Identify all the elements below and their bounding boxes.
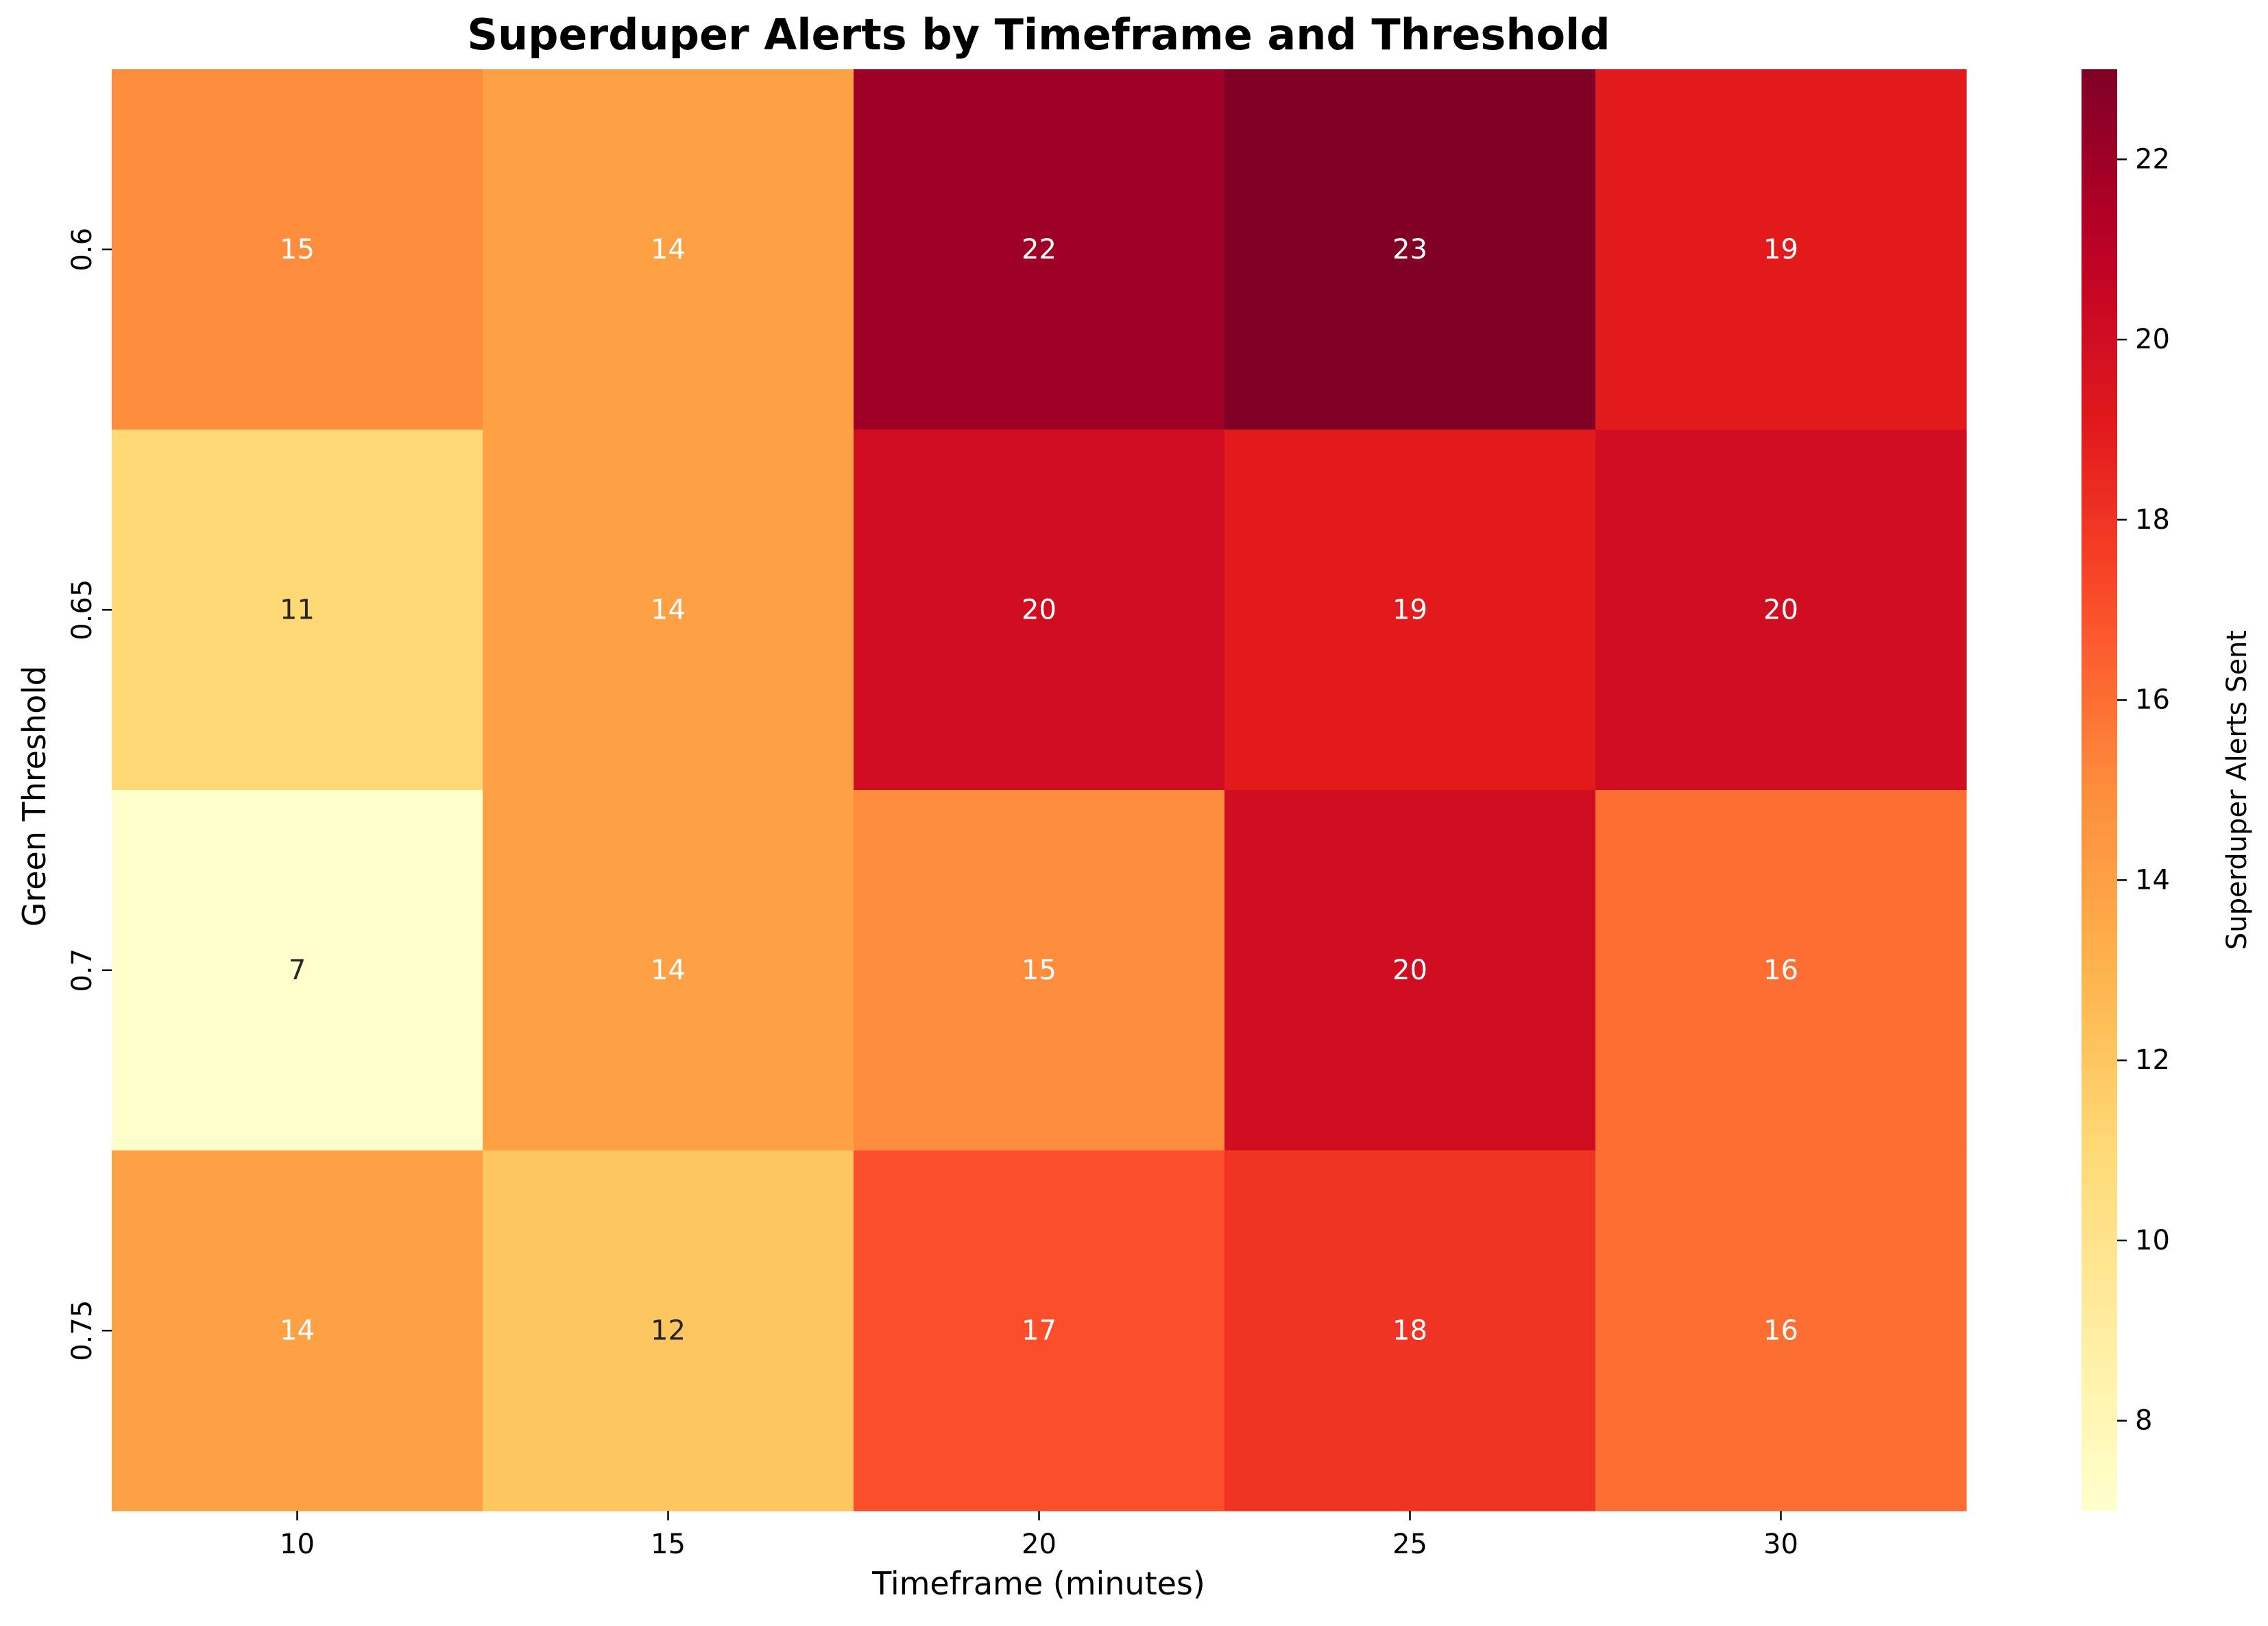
x-tick-label: 10 (280, 1529, 315, 1560)
heatmap-cell (1225, 790, 1596, 1151)
colorbar-ticks: 8 10 12 14 16 18 20 22 (2117, 143, 2170, 1437)
x-tick-label: 15 (651, 1529, 686, 1560)
cell-value-label: 11 (280, 594, 315, 625)
y-axis-label: Green Threshold (16, 666, 53, 927)
colorbar-tick-label: 18 (2135, 504, 2170, 536)
heatmap-cell (1225, 429, 1596, 791)
y-tick-label: 0.65 (67, 579, 98, 641)
heatmap-cell (1225, 1150, 1596, 1511)
chart-title: Superduper Alerts by Timeframe and Thres… (467, 10, 1610, 60)
heatmap-cell (112, 429, 483, 791)
cell-value-label: 14 (280, 1315, 315, 1346)
cell-value-label: 16 (1763, 955, 1798, 986)
x-tick-label: 25 (1392, 1529, 1427, 1560)
colorbar-tick-label: 20 (2135, 324, 2170, 355)
cell-value-label: 20 (1392, 955, 1427, 986)
heatmap-cell (854, 1150, 1225, 1511)
heatmap-cell (854, 429, 1225, 791)
cell-value-label: 15 (1022, 955, 1057, 986)
heatmap-cell (1595, 429, 1967, 791)
colorbar-tick-label: 12 (2135, 1044, 2170, 1076)
heatmap-cell (483, 429, 854, 791)
cell-value-label: 14 (651, 955, 686, 986)
heatmap-cell (854, 790, 1225, 1151)
cell-value-label: 12 (651, 1315, 686, 1346)
heatmap-cell (483, 69, 854, 431)
y-tick-label: 0.7 (67, 948, 98, 992)
cell-value-label: 14 (651, 594, 686, 625)
x-tick-label: 20 (1022, 1529, 1057, 1560)
cell-value-label: 20 (1022, 594, 1057, 625)
heatmap-cell (112, 1150, 483, 1511)
y-tick-label: 0.75 (67, 1300, 98, 1361)
cell-value-label: 22 (1022, 234, 1057, 265)
x-tick-label: 30 (1763, 1529, 1798, 1560)
colorbar-tick-label: 14 (2135, 864, 2170, 896)
colorbar-tick-label: 16 (2135, 684, 2170, 716)
cell-value-label: 14 (651, 234, 686, 265)
colorbar-tick-label: 10 (2135, 1225, 2170, 1256)
heatmap-cell (483, 790, 854, 1151)
heatmap-cell (1595, 790, 1967, 1151)
cell-value-label: 23 (1392, 234, 1427, 265)
y-axis: 0.6 0.65 0.7 0.75 (67, 228, 112, 1361)
cell-value-label: 20 (1763, 594, 1798, 625)
x-axis-label: Timeframe (minutes) (871, 1565, 1205, 1602)
cell-annotations: 15 14 22 23 19 11 14 20 19 20 7 14 15 20 16 14 12 17 18 16 (280, 234, 1798, 1347)
cell-value-label: 15 (280, 234, 315, 265)
heatmap-cell (1225, 69, 1596, 431)
cell-value-label: 7 (289, 955, 306, 986)
x-axis: 10 15 20 25 30 (280, 1511, 1798, 1560)
cell-value-label: 17 (1022, 1315, 1057, 1346)
heatmap-cells (112, 69, 1967, 1511)
cell-value-label: 16 (1763, 1315, 1798, 1346)
heatmap-cell (1595, 1150, 1967, 1511)
heatmap-cell (112, 69, 483, 431)
y-tick-label: 0.6 (67, 228, 98, 272)
colorbar-label: Superduper Alerts Sent (2221, 630, 2253, 950)
colorbar-tick-label: 22 (2135, 143, 2170, 175)
cell-value-label: 18 (1392, 1315, 1427, 1346)
heatmap-cell (1595, 69, 1967, 431)
colorbar-tick-label: 8 (2135, 1405, 2152, 1437)
colorbar (2082, 69, 2117, 1511)
heatmap-cell (483, 1150, 854, 1511)
heatmap-cell (854, 69, 1225, 431)
cell-value-label: 19 (1763, 234, 1798, 265)
cell-value-label: 19 (1392, 594, 1427, 625)
heatmap-cell (112, 790, 483, 1151)
